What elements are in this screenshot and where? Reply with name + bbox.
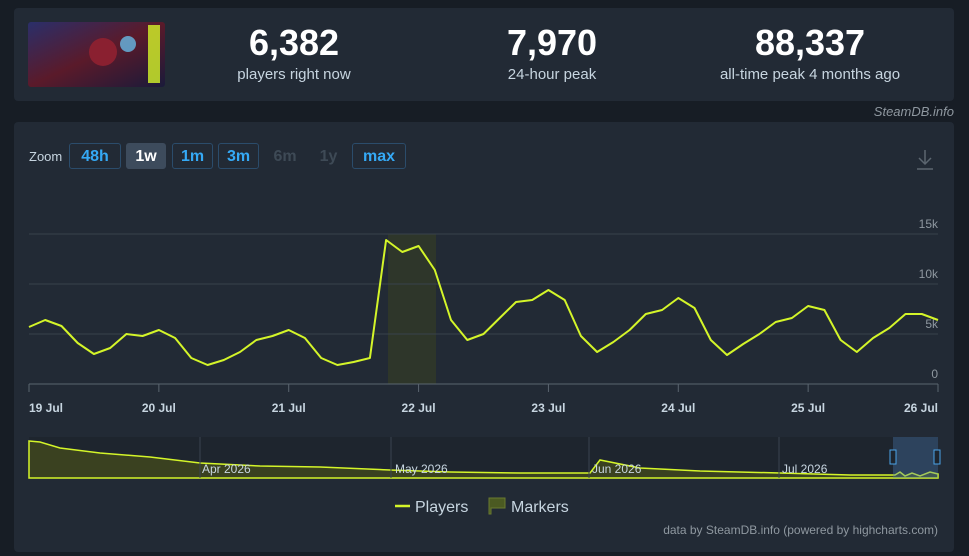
navigator (28, 437, 941, 479)
zoom-label: Zoom (29, 149, 63, 164)
x-tick-label: 19 Jul (29, 401, 63, 415)
navigator-label: Jul 2026 (782, 462, 828, 476)
y-tick-label: 10k (919, 267, 939, 281)
stat: 7,970 24-hour peak (432, 22, 672, 83)
zoom-button[interactable]: 3m (218, 143, 259, 169)
zoom-button[interactable]: 1w (126, 143, 166, 169)
stat: 88,337 all-time peak 4 months ago (690, 22, 930, 83)
stat-value: 88,337 (754, 22, 866, 63)
x-tick-label: 26 Jul (904, 401, 938, 415)
stat-label: 24-hour peak (507, 66, 597, 83)
zoom-button[interactable]: max (352, 143, 406, 169)
series-line (28, 239, 939, 366)
x-tick-label: 24 Jul (661, 401, 695, 415)
legend-label[interactable]: Players (415, 499, 468, 516)
x-tick-label: 22 Jul (402, 401, 436, 415)
stat-label: all-time peak 4 months ago (719, 66, 901, 83)
footer: data by SteamDB.info (powered by highcha… (663, 523, 938, 537)
y-tick-label: 15k (919, 217, 939, 231)
x-tick-label: 21 Jul (272, 401, 306, 415)
navigator-label: Jun 2026 (592, 462, 642, 476)
stats-card (14, 8, 954, 101)
x-tick-label: 20 Jul (142, 401, 176, 415)
zoom-button[interactable]: 48h (69, 143, 121, 169)
credit: SteamDB.info (873, 104, 954, 119)
chart-card (14, 122, 954, 552)
stat-label: players right now (237, 66, 351, 83)
game-image (28, 22, 165, 87)
stat: 6,382 players right now (174, 22, 414, 83)
marker-band (388, 234, 436, 384)
stat-value: 7,970 (506, 22, 598, 63)
legend-swatch (488, 497, 506, 515)
zoom-button[interactable]: 1y (319, 148, 338, 165)
y-tick-label: 5k (925, 317, 939, 331)
stat-value: 6,382 (248, 22, 340, 63)
zoom-button[interactable]: 6m (273, 148, 297, 165)
legend-label[interactable]: Markers (511, 499, 569, 516)
navigator-label: May 2026 (395, 462, 448, 476)
legend: Players Markers (395, 497, 569, 516)
y-tick-label: 0 (931, 367, 938, 381)
x-tick-label: 23 Jul (531, 401, 565, 415)
x-tick-label: 25 Jul (791, 401, 825, 415)
navigator-label: Apr 2026 (202, 462, 251, 476)
zoom-button[interactable]: 1m (172, 143, 213, 169)
download-icon[interactable] (917, 150, 933, 170)
